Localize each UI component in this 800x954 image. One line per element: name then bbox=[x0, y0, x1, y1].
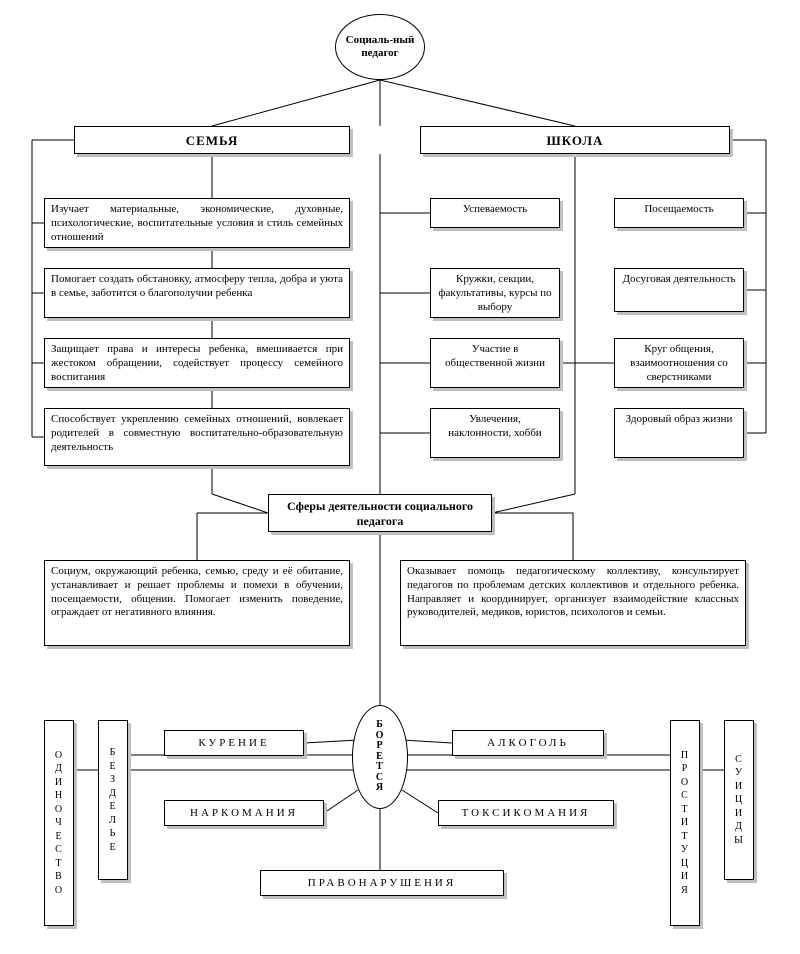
school-header: ШКОЛА bbox=[420, 126, 730, 154]
family-item: Помогает создать обстановку, атмосферу т… bbox=[44, 268, 350, 318]
fight-vitem: ОДИНОЧЕСТВО bbox=[44, 720, 74, 926]
school-item: Посещаемость bbox=[614, 198, 744, 228]
fight-item: ПРАВОНАРУШЕНИЯ bbox=[260, 870, 504, 896]
family-header: СЕМЬЯ bbox=[74, 126, 350, 154]
fight-vitem: БЕЗДЕЛЬЕ bbox=[98, 720, 128, 880]
fights-ellipse: БОРЕТСЯ bbox=[352, 705, 408, 809]
fights-ellipse-label: БОРЕТСЯ bbox=[376, 720, 385, 794]
top-ellipse: Социаль-ный педагог bbox=[335, 14, 425, 80]
spheres-label: Сферы деятельности социального педагога bbox=[287, 499, 473, 528]
fight-item: ТОКСИКОМАНИЯ bbox=[438, 800, 614, 826]
family-item: Защищает права и интересы ребенка, вмеши… bbox=[44, 338, 350, 388]
family-header-label: СЕМЬЯ bbox=[186, 133, 239, 148]
fight-vitem: ПРОСТИТУЦИЯ bbox=[670, 720, 700, 926]
school-item: Здоровый образ жизни bbox=[614, 408, 744, 458]
lower-left-box: Социум, окружающий ребенка, семью, среду… bbox=[44, 560, 350, 646]
school-item: Участие в общественной жизни bbox=[430, 338, 560, 388]
diagram-canvas: Социаль-ный педагог СЕМЬЯ ШКОЛА Изучает … bbox=[0, 0, 800, 954]
fight-item: НАРКОМАНИЯ bbox=[164, 800, 324, 826]
fight-vitem: СУИЦИДЫ bbox=[724, 720, 754, 880]
school-header-label: ШКОЛА bbox=[547, 133, 604, 148]
top-ellipse-label: Социаль-ный педагог bbox=[336, 34, 424, 59]
school-item: Досуговая деятельность bbox=[614, 268, 744, 312]
fight-item: АЛКОГОЛЬ bbox=[452, 730, 604, 756]
school-item: Увлечения, наклонности, хобби bbox=[430, 408, 560, 458]
fight-item: КУРЕНИЕ bbox=[164, 730, 304, 756]
family-item: Способствует укреплению семейных отношен… bbox=[44, 408, 350, 466]
school-item: Кружки, секции, факультативы, курсы по в… bbox=[430, 268, 560, 318]
family-item: Изучает материальные, экономические, дух… bbox=[44, 198, 350, 248]
school-item: Успеваемость bbox=[430, 198, 560, 228]
spheres-box: Сферы деятельности социального педагога bbox=[268, 494, 492, 532]
lower-right-box: Оказывает помощь педагогическому коллект… bbox=[400, 560, 746, 646]
school-item: Круг общения, взаимоотношения со сверстн… bbox=[614, 338, 744, 388]
